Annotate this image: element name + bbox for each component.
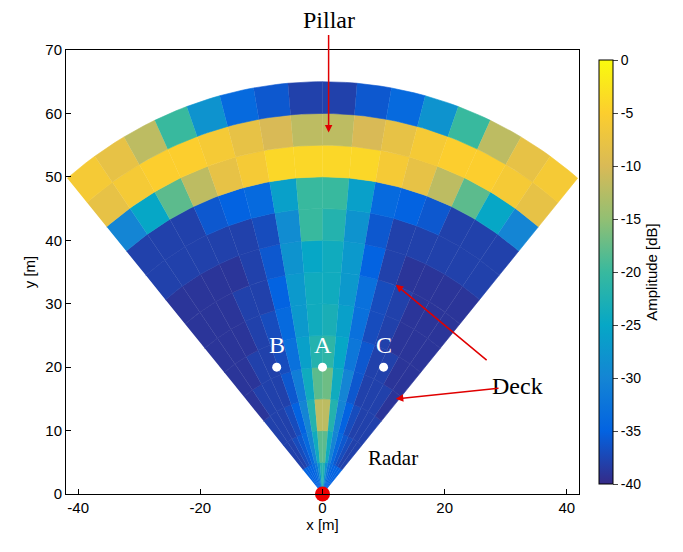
svg-text:0: 0 — [621, 52, 629, 68]
svg-text:Deck: Deck — [492, 373, 543, 399]
svg-text:-10: -10 — [621, 158, 641, 174]
svg-text:-40: -40 — [67, 499, 89, 516]
svg-text:Amplitude [dB]: Amplitude [dB] — [643, 223, 660, 321]
svg-text:40: 40 — [45, 232, 62, 249]
svg-text:20: 20 — [436, 499, 453, 516]
svg-text:40: 40 — [558, 499, 575, 516]
svg-text:30: 30 — [45, 295, 62, 312]
svg-text:0: 0 — [54, 485, 62, 502]
svg-text:-20: -20 — [190, 499, 212, 516]
svg-text:20: 20 — [45, 358, 62, 375]
svg-text:Pillar: Pillar — [303, 7, 355, 33]
svg-text:-35: -35 — [621, 423, 641, 439]
svg-text:x [m]: x [m] — [306, 516, 339, 533]
svg-text:B: B — [269, 332, 285, 358]
svg-text:-40: -40 — [621, 476, 641, 492]
svg-text:70: 70 — [45, 41, 62, 58]
svg-text:C: C — [376, 332, 392, 358]
svg-text:-25: -25 — [621, 317, 641, 333]
svg-text:y [m]: y [m] — [21, 256, 38, 289]
svg-text:-15: -15 — [621, 211, 641, 227]
svg-text:A: A — [314, 332, 332, 358]
svg-text:-5: -5 — [621, 105, 634, 121]
svg-text:-20: -20 — [621, 264, 641, 280]
svg-text:60: 60 — [45, 105, 62, 122]
svg-text:10: 10 — [45, 422, 62, 439]
svg-text:-30: -30 — [621, 370, 641, 386]
svg-text:Radar: Radar — [368, 446, 418, 470]
svg-text:50: 50 — [45, 168, 62, 185]
svg-text:0: 0 — [318, 499, 326, 516]
